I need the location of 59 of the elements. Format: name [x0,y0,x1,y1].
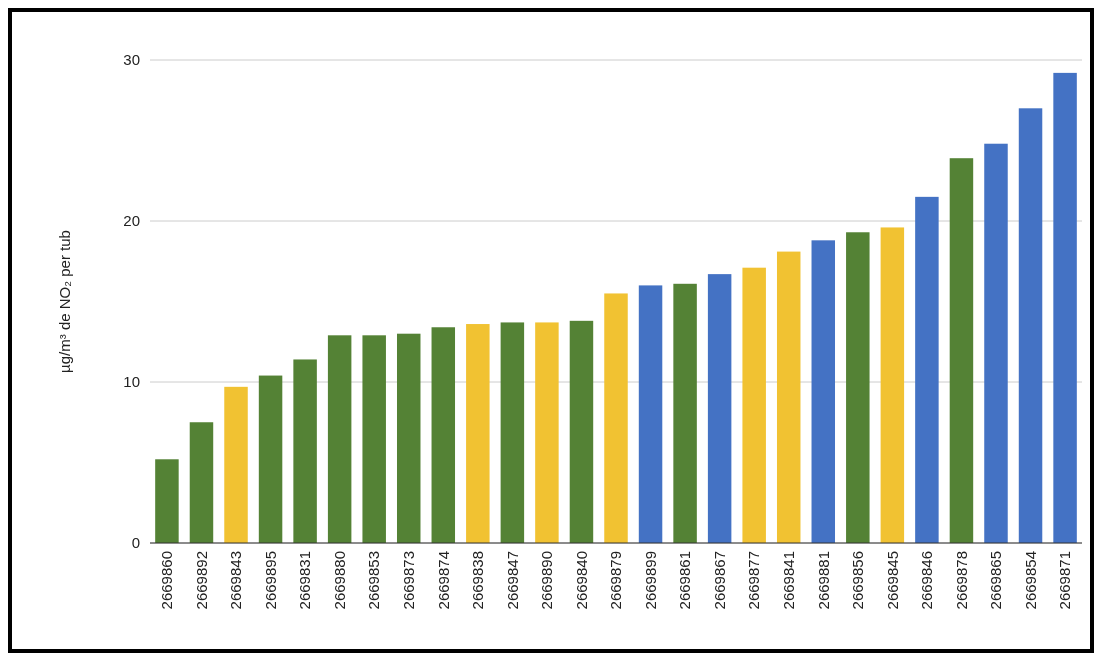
bar [915,196,939,543]
bar [638,285,663,543]
y-axis-title: µg/m³ de NO₂ per tub [56,230,73,373]
bar [776,251,801,543]
x-tick-label: 2669867 [710,551,728,610]
x-tick-label: 2669853 [365,551,383,610]
x-tick-label: 2669890 [538,551,556,610]
y-tick-label: 20 [123,212,140,230]
x-tick-label: 2669871 [1056,551,1074,610]
x-tick-label: 2669899 [641,551,659,610]
bar [155,459,179,543]
bar [811,240,836,543]
bar [880,227,905,543]
x-tick-label: 2669877 [745,551,763,610]
bar [1018,108,1043,543]
bar [742,267,766,543]
bar [327,335,352,543]
x-tick-label: 2669881 [814,551,832,610]
bar [431,327,456,543]
bar [846,232,870,543]
y-tick-label: 0 [131,534,140,552]
bar [535,322,559,543]
x-tick-label: 2669860 [158,551,176,610]
x-tick-label: 2669831 [296,551,314,610]
bar [293,359,317,543]
bar [362,335,386,543]
x-tick-label: 2669874 [434,551,452,610]
x-tick-label: 2669865 [987,551,1005,610]
x-tick-label: 2669854 [1021,551,1039,610]
bar [224,386,248,543]
x-tick-label: 2669856 [849,551,867,610]
x-tick-label: 2669846 [918,551,936,610]
x-tick-label: 2669878 [952,551,970,610]
x-tick-label: 2669840 [572,551,590,610]
bar [1053,72,1077,543]
x-tick-label: 2669879 [607,551,625,610]
x-tick-label: 2669843 [227,551,245,610]
bar [258,375,283,543]
x-tick-label: 2669895 [261,551,279,610]
bar [949,158,974,543]
bar [500,322,525,543]
x-tick-label: 2669892 [192,551,210,610]
x-tick-label: 2669845 [883,551,901,610]
y-tick-label: 10 [123,373,140,391]
bar [396,333,421,543]
bar [604,293,628,543]
bar [707,274,732,543]
x-tick-label: 2669873 [399,551,417,610]
bar [466,324,490,543]
x-tick-label: 2669838 [469,551,487,610]
bar [673,283,697,543]
x-tick-label: 2669861 [676,551,694,610]
bar [984,143,1008,543]
bar [569,320,594,543]
x-tick-label: 2669841 [779,551,797,610]
bar [189,422,214,543]
x-tick-label: 2669880 [330,551,348,610]
y-tick-label: 30 [123,51,140,69]
x-tick-label: 2669847 [503,551,521,610]
